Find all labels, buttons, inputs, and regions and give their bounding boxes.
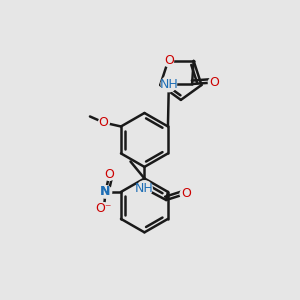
Circle shape bbox=[163, 56, 173, 66]
Text: O: O bbox=[104, 169, 114, 182]
Circle shape bbox=[99, 186, 112, 198]
Circle shape bbox=[104, 169, 115, 180]
Text: NH: NH bbox=[160, 77, 178, 91]
Text: O: O bbox=[98, 116, 108, 129]
Circle shape bbox=[98, 203, 110, 215]
Text: O⁻: O⁻ bbox=[96, 202, 112, 215]
Text: N: N bbox=[101, 185, 110, 198]
Text: NH: NH bbox=[135, 182, 154, 195]
Circle shape bbox=[98, 117, 109, 128]
Circle shape bbox=[180, 188, 191, 199]
Circle shape bbox=[137, 181, 152, 196]
Text: O: O bbox=[210, 76, 220, 89]
Text: O: O bbox=[182, 187, 191, 200]
Circle shape bbox=[100, 186, 111, 196]
Text: N: N bbox=[100, 185, 111, 198]
Circle shape bbox=[208, 77, 219, 88]
Text: O: O bbox=[164, 54, 174, 68]
Circle shape bbox=[161, 76, 177, 92]
